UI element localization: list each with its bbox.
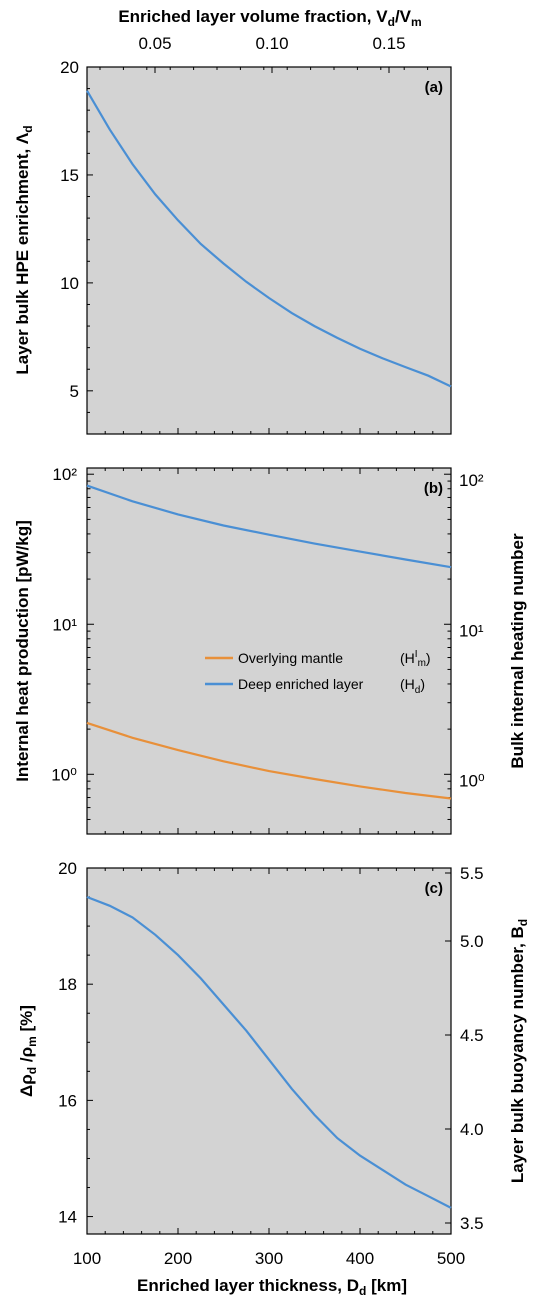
panel-b-series-line-deep-enriched-layer [86, 484, 452, 569]
panel-b-y-tick-label: 10¹ [52, 615, 77, 634]
panel-c-y-tick-label: 16 [58, 1091, 77, 1110]
panel-b-plot-area [86, 467, 452, 835]
panel-b-right-y-tick-label: 10² [459, 471, 484, 490]
panel-a-y-axis-label: Layer bulk HPE enrichment, Λd [13, 125, 35, 374]
chart-marks: 5 10 15 20 0.05 0.10 0.15 10⁰ 10⁰ 10¹ 10¹ 10² 10² 14 1… [51, 34, 485, 1268]
panel-a-y-tick-label: 20 [60, 58, 79, 77]
panel-b-right-y-tick-label: 10¹ [459, 621, 484, 640]
x-tick-label: 500 [437, 1249, 465, 1268]
x-tick-label: 300 [255, 1249, 283, 1268]
x-tick-label: 100 [73, 1249, 101, 1268]
panel-b-right-y-tick-label: 10⁰ [459, 771, 485, 790]
panel-a-tag: (a) [425, 79, 443, 96]
panel-c-right-y-tick-label: 5.5 [460, 864, 484, 883]
panel-c-y-tick-label: 20 [58, 859, 77, 878]
x-tick-label: 200 [164, 1249, 192, 1268]
panel-a-plot-area [86, 66, 452, 435]
x-axis-label: Enriched layer thickness, Dd [km] [137, 1276, 407, 1298]
panel-c-y-tick-label: 14 [58, 1208, 77, 1227]
panel-a-series-line [86, 90, 452, 388]
legend-label-deep-enriched-layer: Deep enriched layer [238, 676, 364, 692]
top-x-tick-label: 0.05 [138, 34, 171, 53]
panel-b-y-tick-label: 10² [52, 465, 77, 484]
panel-c-tag: (c) [425, 880, 443, 897]
panel-c-right-y-axis-label: Layer bulk buoyancy number, Bd [508, 919, 530, 1183]
panel-c-y-axis-label: Δρd /ρm [%] [17, 1005, 39, 1097]
top-x-axis-label: Enriched layer volume fraction, Vd/Vm [118, 7, 421, 29]
panel-c-right-y-tick-label: 3.5 [460, 1214, 484, 1233]
top-x-tick-label: 0.15 [372, 34, 405, 53]
panel-b-y-axis-label: Internal heat production [pW/kg] [13, 520, 32, 782]
panel-b-series-line-overlying-mantle [86, 721, 452, 800]
panel-a-y-tick-label: 5 [70, 382, 79, 401]
panel-c-series-line [86, 895, 452, 1209]
panel-a-y-tick-label: 15 [60, 166, 79, 185]
panel-a-y-tick-label: 10 [60, 274, 79, 293]
top-x-tick-label: 0.10 [255, 34, 288, 53]
panel-b-y-tick-label: 10⁰ [51, 765, 77, 784]
panel-c-right-y-tick-label: 4.5 [460, 1026, 484, 1045]
panel-b-right-y-axis-label: Bulk internal heating number [508, 533, 527, 769]
panel-c-right-y-tick-label: 4.0 [460, 1120, 484, 1139]
x-tick-label: 400 [346, 1249, 374, 1268]
panel-c-y-tick-label: 18 [58, 975, 77, 994]
panel-b-tag: (b) [424, 480, 443, 497]
legend-label-overlying-mantle: Overlying mantle [238, 650, 343, 666]
panel-c-right-y-tick-label: 5.0 [460, 932, 484, 951]
